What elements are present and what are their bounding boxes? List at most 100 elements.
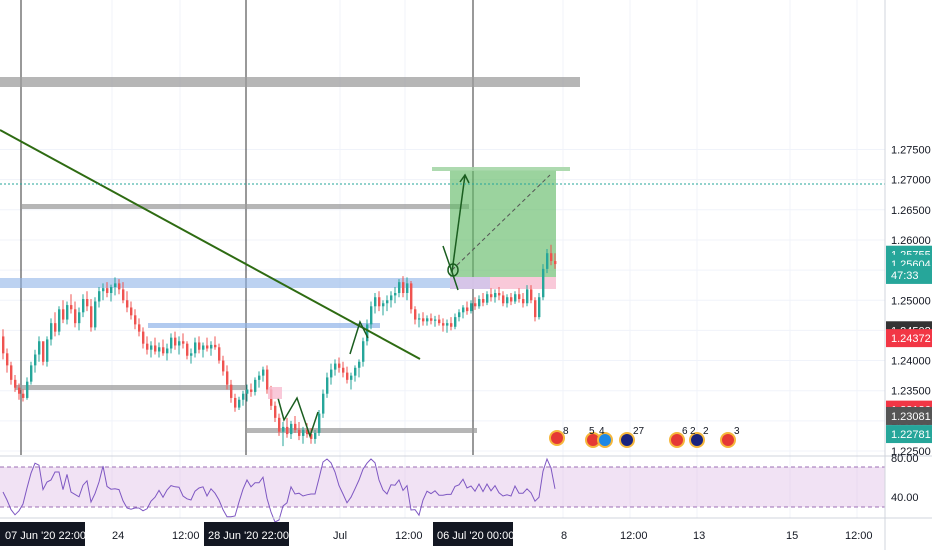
candle-body <box>282 426 285 432</box>
candle-body <box>542 268 545 298</box>
candle-body <box>390 295 393 301</box>
candle-body <box>326 377 329 394</box>
entry-swing-mark[interactable] <box>442 245 459 291</box>
projection-arrow[interactable] <box>451 174 466 273</box>
time-badge-label: 07 Jun '20 22:00 <box>5 530 86 542</box>
candle-body <box>394 293 397 296</box>
time-axis[interactable]: 24 12:00 Jul 12:00 8 12:00 13 15 12:00 0… <box>0 522 873 546</box>
candle-body <box>98 291 101 302</box>
us-flag-icon[interactable] <box>669 432 685 448</box>
price-tag <box>886 329 932 348</box>
candle-body <box>214 344 217 348</box>
candle-body <box>342 367 345 373</box>
rsi-lower-label: 40.00 <box>891 492 919 504</box>
candle-body <box>6 353 9 366</box>
candle-body <box>38 341 41 355</box>
time-tick: 12:00 <box>620 530 648 542</box>
candle-body <box>310 434 313 439</box>
candle-body <box>70 305 73 310</box>
resistance-zone-top[interactable] <box>0 77 580 87</box>
candle-body <box>54 323 57 332</box>
candle-body <box>142 331 145 344</box>
breakout-mark[interactable] <box>349 320 369 355</box>
us-flag-icon[interactable] <box>549 430 565 446</box>
candle-body <box>330 369 333 378</box>
time-tick: 15 <box>786 530 798 542</box>
event-count: 4 <box>599 426 605 437</box>
candle-body <box>526 289 529 304</box>
price-tag-label: 1.23081 <box>891 411 931 423</box>
candle-body <box>322 393 325 414</box>
time-tick: 12:00 <box>845 530 873 542</box>
candle-body <box>454 317 457 327</box>
candle-body <box>206 345 209 349</box>
support-level-bottom[interactable] <box>246 428 477 433</box>
candle-body <box>482 299 485 303</box>
candle-body <box>86 299 89 307</box>
time-badge <box>433 522 513 546</box>
candle-body <box>334 363 337 370</box>
support-level-blue[interactable] <box>148 323 380 328</box>
candle-body <box>34 354 37 366</box>
candle-body <box>246 389 249 394</box>
candle-body <box>494 293 497 298</box>
time-tick: 13 <box>693 530 705 542</box>
candle-body <box>374 297 377 307</box>
support-level[interactable] <box>15 385 245 390</box>
uk-flag-icon[interactable] <box>689 432 705 448</box>
support-zone-blue[interactable] <box>0 278 460 288</box>
candle-body <box>66 305 69 320</box>
candle-body <box>318 413 321 433</box>
candle-body <box>222 360 225 372</box>
price-tick: 1.25000 <box>891 295 931 307</box>
candle-body <box>182 341 185 344</box>
candle-body <box>274 405 277 418</box>
candle-body <box>254 379 257 392</box>
candle-body <box>378 297 381 307</box>
trend-line[interactable] <box>0 129 421 360</box>
resistance-level[interactable] <box>22 204 469 209</box>
candle-body <box>218 347 221 361</box>
candle-body <box>450 323 453 327</box>
uk-flag-icon[interactable] <box>619 432 635 448</box>
time-tick: 12:00 <box>172 530 200 542</box>
candle-body <box>346 372 349 380</box>
candle-body <box>370 306 373 325</box>
economic-events[interactable]: 8 5 4 27 6 2 2 3 <box>549 426 740 448</box>
candle-body <box>298 429 301 436</box>
candle-body <box>434 319 437 321</box>
double-bottom-mark[interactable] <box>277 396 319 439</box>
candle-body <box>22 393 25 398</box>
candle-body <box>522 299 525 304</box>
us-flag-icon[interactable] <box>597 432 613 448</box>
candle-body <box>358 361 361 368</box>
us-flag-icon[interactable] <box>720 432 736 448</box>
price-tag-label: 47:33 <box>891 270 919 282</box>
price-tick: 1.24000 <box>891 356 931 368</box>
price-tick: 1.26000 <box>891 235 931 247</box>
candle-body <box>14 379 17 388</box>
highlight-box <box>268 387 282 399</box>
long-position-target-bar[interactable] <box>432 167 570 171</box>
price-tick: 1.23500 <box>891 386 931 398</box>
candle-body <box>122 289 125 301</box>
candle-body <box>78 312 81 324</box>
candle-body <box>106 288 109 294</box>
entry-circle-mark[interactable] <box>447 263 459 277</box>
candle-body <box>26 381 29 398</box>
candle-body <box>146 343 149 350</box>
long-position-profit-zone[interactable] <box>450 170 556 277</box>
candle-body <box>286 426 289 435</box>
candle-body <box>42 341 45 362</box>
candle-body <box>414 309 417 320</box>
candle-body <box>490 294 493 298</box>
event-count: 5 <box>589 426 595 437</box>
event-count: 27 <box>633 426 645 437</box>
candle-body <box>94 301 97 328</box>
time-badge <box>0 522 85 546</box>
candle-body <box>150 345 153 350</box>
time-badge-label: 06 Jul '20 00:00 <box>437 530 514 542</box>
candle-body <box>418 318 421 320</box>
candle-body <box>466 307 469 312</box>
